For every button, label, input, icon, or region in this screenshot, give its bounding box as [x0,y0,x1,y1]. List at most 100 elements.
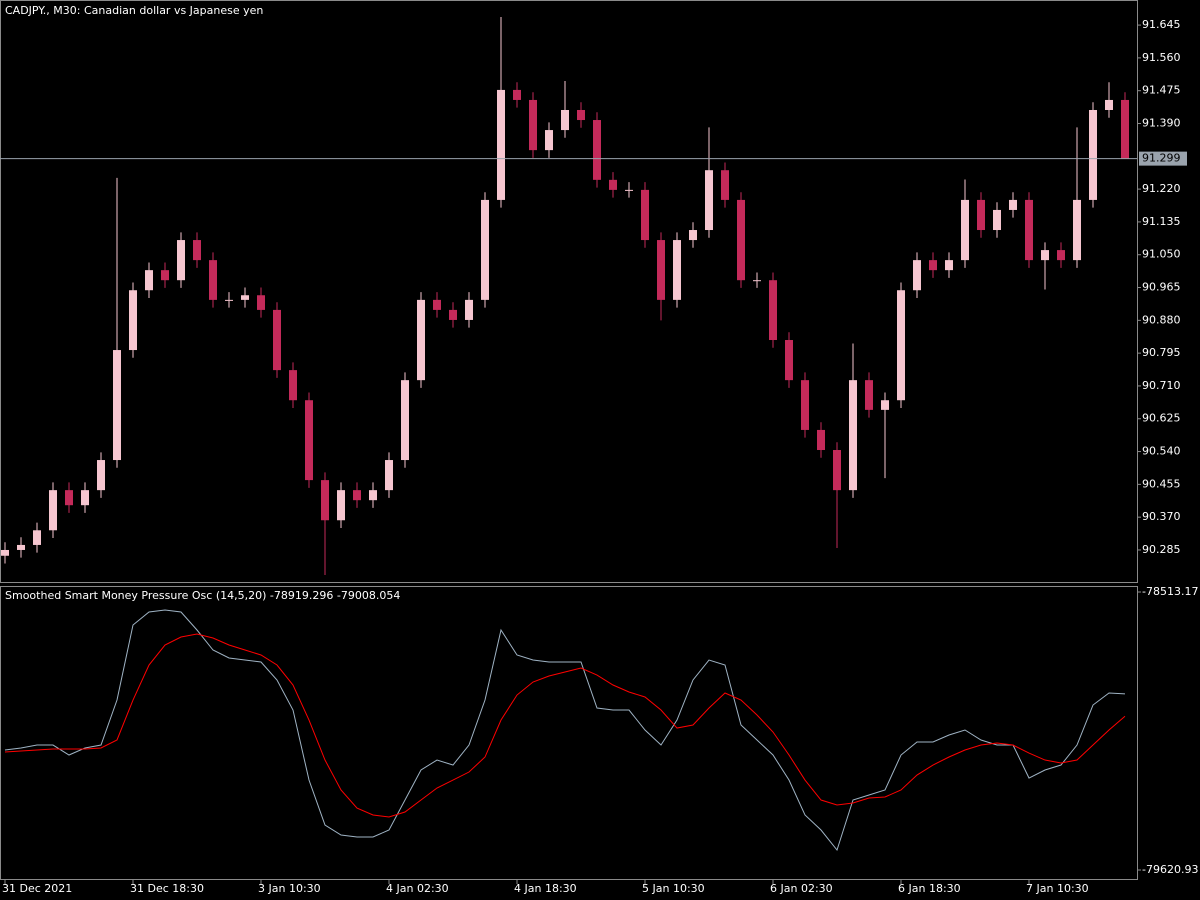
candle-body [865,380,873,410]
osc-value: -78919.296 [270,589,333,602]
candle-body [753,280,761,282]
osc-name: Smoothed Smart Money Pressure Osc (14,5,… [5,589,266,602]
candle-body [1089,109,1097,200]
candle-body [593,120,601,180]
y-tick-label: 90.795 [1142,346,1181,359]
y-tick-label: 90.540 [1142,445,1181,458]
candle-body [465,299,473,320]
y-tick-label: 90.370 [1142,510,1181,523]
y-tick-label: 91.050 [1142,248,1181,261]
candle-body [449,309,457,320]
osc-line [4,633,1126,818]
candle-body [241,295,249,300]
y-tick-label: 91.645 [1142,18,1181,31]
candle-body [1073,199,1081,261]
candle-body [33,530,41,545]
candle-body [289,370,297,401]
candle-body [129,290,137,351]
candle-body [161,270,169,281]
candle-body [673,240,681,300]
osc-title: Smoothed Smart Money Pressure Osc (14,5,… [5,589,400,602]
candle-body [81,490,89,506]
candle-body [1057,250,1065,261]
candle-body [481,199,489,300]
candle-body [1105,99,1113,110]
candle-body [785,340,793,381]
candle-body [801,380,809,430]
x-tick-label: 3 Jan 10:30 [258,882,321,895]
x-tick-label: 6 Jan 18:30 [898,882,961,895]
candle-body [721,170,729,200]
candle-body [385,460,393,491]
y-tick-label: 91.390 [1142,117,1181,130]
candle-body [65,490,73,506]
y-tick-label: 91.220 [1142,182,1181,195]
y-tick-label: 90.455 [1142,477,1181,490]
x-tick-label: 31 Dec 2021 [2,882,72,895]
current-price-label: 91.299 [1142,152,1181,165]
candle-body [1025,199,1033,261]
candle-body [913,260,921,291]
candle-body [769,280,777,341]
x-tick-label: 4 Jan 02:30 [386,882,449,895]
candle-body [657,240,665,300]
y-tick-label: 90.965 [1142,281,1181,294]
candle-body [113,350,121,461]
osc-line [4,609,1126,852]
candle-body [641,189,649,241]
candle-body [1,549,9,556]
candle-body [1121,99,1129,159]
x-tick-label: 31 Dec 18:30 [130,882,204,895]
price-panel-frame [0,0,1138,583]
candle-body [369,490,377,501]
candle-body [929,260,937,271]
candle-body [993,209,1001,231]
x-tick-label: 7 Jan 10:30 [1026,882,1089,895]
candle-body [833,450,841,491]
candle-body [145,270,153,291]
candle-body [49,490,57,531]
candle-body [401,380,409,461]
candle-body [849,380,857,491]
candle-body [1009,199,1017,210]
chart-title: CADJPY., M30: Canadian dollar vs Japanes… [5,4,263,17]
candle-body [257,295,265,310]
y-tick-label: 91.560 [1142,51,1181,64]
candle-body [177,240,185,281]
x-tick-label: 5 Jan 10:30 [642,882,705,895]
candle-body [305,400,313,481]
candle-body [273,309,281,371]
y-tick-label: 91.135 [1142,215,1181,228]
candle-body [561,109,569,131]
y-tick-label: -79620.93 [1142,863,1198,876]
candle-body [433,299,441,310]
candle-body [577,109,585,121]
candle-body [17,544,25,550]
candle-body [881,400,889,410]
y-tick-label: 90.880 [1142,313,1181,326]
candle-body [705,170,713,231]
candle-body [337,490,345,521]
y-tick-label: 90.710 [1142,379,1181,392]
current-price-box [1139,151,1187,166]
y-tick-label: 90.285 [1142,543,1181,556]
candle-body [945,260,953,271]
candle-body [513,89,521,100]
y-tick-label: 91.475 [1142,84,1181,97]
candle-body [625,189,633,191]
candle-body [497,89,505,200]
candle-body [977,199,985,231]
candle-body [689,230,697,241]
candle-body [1041,250,1049,261]
candle-body [353,490,361,501]
candle-body [609,179,617,190]
candle-body [545,130,553,151]
candle-body [897,290,905,401]
x-tick-label: 6 Jan 02:30 [770,882,833,895]
candle-body [417,299,425,381]
candle-body [321,480,329,521]
candle-body [209,260,217,300]
osc-panel-frame [0,586,1138,880]
candle-body [529,99,537,151]
